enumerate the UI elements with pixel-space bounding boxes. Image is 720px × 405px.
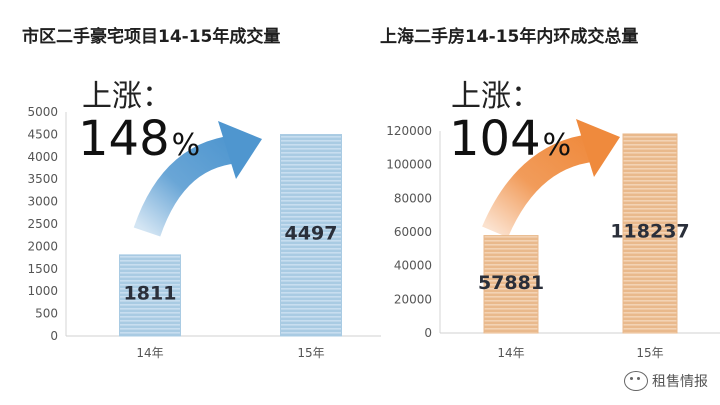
rise-label: 上涨： bbox=[82, 79, 172, 114]
y-tick-label: 0 bbox=[424, 326, 432, 340]
growth-arrow-head bbox=[218, 121, 262, 179]
chart-title: 上海二手房14-15年内环成交总量 bbox=[380, 26, 638, 47]
y-tick-label: 1500 bbox=[27, 262, 58, 276]
y-tick-label: 60000 bbox=[394, 225, 432, 239]
x-tick-label: 14年 bbox=[136, 346, 163, 360]
chart-title: 市区二手豪宅项目14-15年成交量 bbox=[22, 26, 280, 47]
bar-value-label: 4497 bbox=[285, 222, 338, 244]
y-tick-label: 120000 bbox=[386, 124, 432, 138]
y-tick-label: 4000 bbox=[27, 150, 58, 164]
bar-15年 bbox=[280, 134, 342, 337]
y-tick-label: 3500 bbox=[27, 172, 58, 186]
bar-14年 bbox=[483, 235, 539, 334]
y-tick-label: 100000 bbox=[386, 158, 432, 172]
y-tick-label: 1000 bbox=[27, 284, 58, 298]
watermark-text: 租售情报 bbox=[652, 374, 708, 390]
bar-14年 bbox=[119, 254, 181, 337]
growth-arrow-head bbox=[576, 119, 620, 177]
bar-15年 bbox=[622, 133, 678, 334]
y-tick-label: 500 bbox=[35, 307, 58, 321]
y-tick-label: 20000 bbox=[394, 292, 432, 306]
y-tick-label: 4500 bbox=[27, 127, 58, 141]
x-tick-label: 14年 bbox=[497, 346, 524, 360]
x-tick-label: 15年 bbox=[297, 346, 324, 360]
y-tick-label: 5000 bbox=[27, 105, 58, 119]
rise-value: 148% bbox=[78, 111, 200, 167]
y-tick-label: 80000 bbox=[394, 191, 432, 205]
watermark: 租售情报 bbox=[624, 371, 708, 391]
wechat-icon bbox=[624, 371, 648, 391]
chart-1: 市区二手豪宅项目14-15年成交量 0 500 1000 1500 2000 2500 300… bbox=[22, 26, 381, 360]
bar-value-label: 1811 bbox=[124, 282, 177, 304]
bar-value-label: 57881 bbox=[478, 272, 544, 294]
bar-value-label: 118237 bbox=[610, 220, 689, 242]
y-tick-label: 2000 bbox=[27, 239, 58, 253]
rise-value: 104% bbox=[449, 111, 571, 167]
y-tick-label: 3000 bbox=[27, 195, 58, 209]
chart-2: 上海二手房14-15年内环成交总量 0 20000 40000 60000 80000 10… bbox=[380, 26, 720, 360]
y-tick-label: 2500 bbox=[27, 217, 58, 231]
x-tick-label: 15年 bbox=[636, 346, 663, 360]
y-tick-label: 40000 bbox=[394, 259, 432, 273]
y-tick-label: 0 bbox=[50, 329, 58, 343]
rise-label: 上涨： bbox=[451, 79, 541, 114]
